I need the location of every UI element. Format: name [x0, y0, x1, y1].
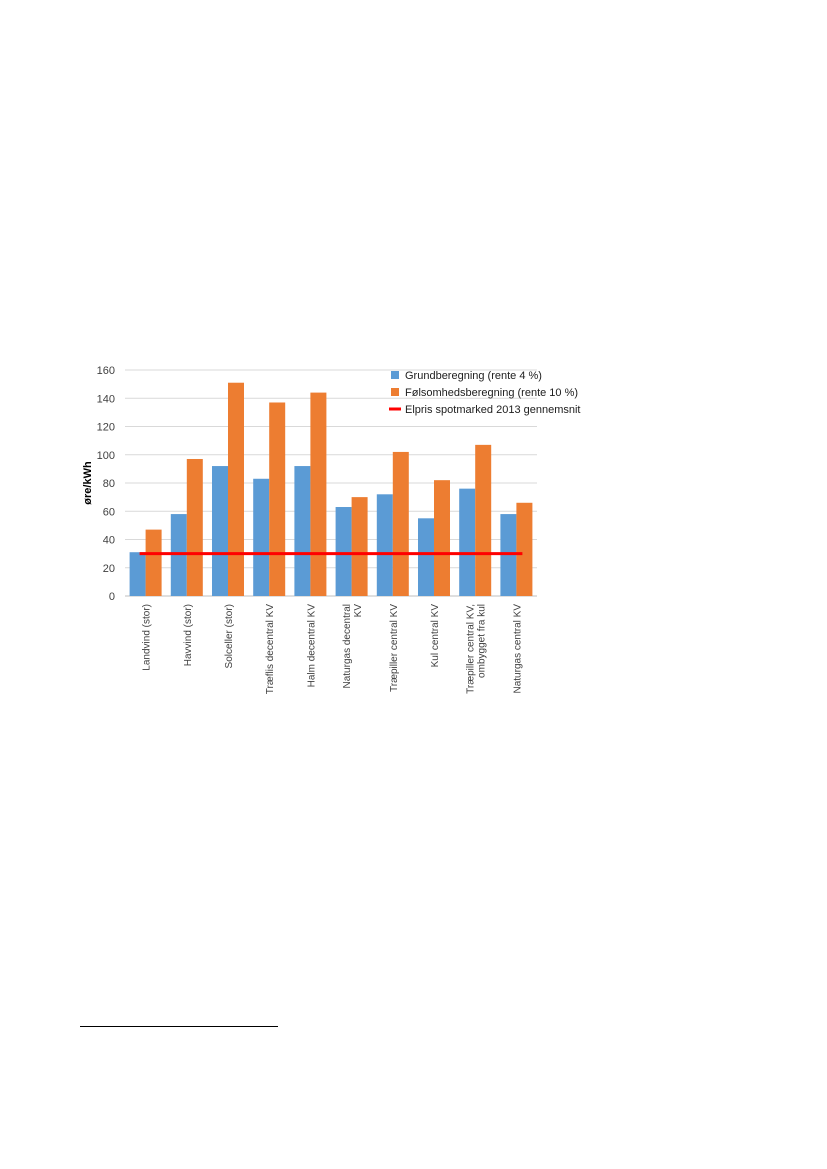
bar-folsomhedsberegning [475, 444, 492, 596]
bar-folsomhedsberegning [145, 529, 162, 596]
x-tick-label: Træpiller central KV [389, 604, 400, 692]
y-axis: 0 20 40 60 80 100 120 140 160 [97, 365, 115, 603]
y-tick-label: 60 [103, 506, 115, 518]
x-tick-label: Kul central KV [430, 604, 441, 668]
x-tick-label: Landvind (stor) [142, 604, 153, 671]
legend-swatch [391, 388, 399, 396]
x-tick-label: Træflis decentral KV [265, 604, 276, 695]
bar-folsomhedsberegning [269, 402, 286, 596]
x-tick-label: Halm decentral KV [306, 604, 317, 688]
bar-grundberegning [459, 488, 476, 596]
legend-swatch [391, 371, 399, 379]
x-axis: Landvind (stor) Havvind (stor) Solceller (… [142, 604, 524, 695]
y-tick-label: 100 [97, 450, 115, 462]
bar-grundberegning [376, 494, 393, 596]
bar-folsomhedsberegning [351, 497, 368, 596]
bar-folsomhedsberegning [310, 392, 327, 596]
y-tick-label: 160 [97, 365, 115, 377]
y-tick-label: 120 [97, 422, 115, 434]
bar-folsomhedsberegning [516, 502, 533, 596]
bar-grundberegning [418, 518, 434, 596]
bar-series [129, 382, 533, 596]
y-tick-label: 80 [103, 478, 115, 490]
footnote-separator [80, 1026, 278, 1027]
bar-grundberegning [294, 466, 311, 596]
x-tick-label: Træpiller central KV, [466, 604, 477, 694]
x-tick-label: Havvind (stor) [183, 604, 194, 666]
bar-folsomhedsberegning [434, 480, 450, 596]
x-tick-label: ombygget fra kul [477, 604, 488, 678]
bar-grundberegning [335, 507, 352, 596]
x-tick-label: Naturgas central KV [512, 604, 523, 694]
y-tick-label: 20 [103, 563, 115, 575]
y-tick-label: 0 [109, 591, 115, 603]
y-tick-label: 40 [103, 535, 115, 547]
bar-grundberegning [253, 478, 270, 596]
bar-grundberegning [212, 466, 228, 596]
bar-folsomhedsberegning [186, 458, 203, 596]
bar-folsomhedsberegning [228, 382, 244, 596]
x-tick-label: Solceller (stor) [224, 604, 235, 668]
legend-label: Følsomhedsberegning (rente 10 %) [405, 387, 578, 399]
x-tick-label: KV [353, 604, 364, 618]
x-tick-label: Naturgas decentral [342, 604, 353, 689]
legend-label: Elpris spotmarked 2013 gennemsnit [405, 404, 580, 416]
y-axis-label: øre/kWh [82, 461, 94, 505]
bar-folsomhedsberegning [392, 451, 409, 596]
legend: Grundberegning (rente 4 %) Følsomhedsbere… [389, 370, 580, 416]
legend-label: Grundberegning (rente 4 %) [405, 370, 542, 382]
y-tick-label: 140 [97, 393, 115, 405]
bar-grundberegning [129, 552, 146, 596]
